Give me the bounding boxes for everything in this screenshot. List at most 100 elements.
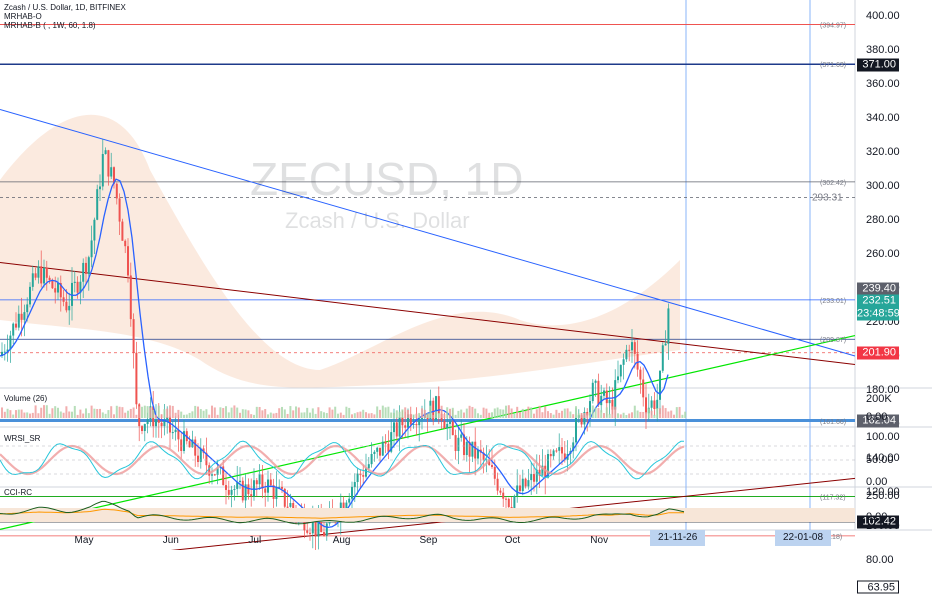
volume-bar bbox=[253, 414, 255, 418]
price-tick-label: 340.00 bbox=[866, 112, 900, 124]
time-badge-future: 22-01-08 bbox=[775, 530, 832, 546]
candle-body bbox=[43, 267, 45, 284]
candle-body bbox=[208, 465, 211, 476]
volume-bar bbox=[460, 409, 463, 418]
candle-body bbox=[367, 464, 370, 469]
time-tick-label: Jun bbox=[162, 535, 179, 546]
candle-body bbox=[216, 467, 219, 475]
chart-canvas[interactable]: (394.97) (371.63) (302.42) 293.31 (233.01) (2… bbox=[0, 0, 932, 550]
candle-body bbox=[258, 474, 261, 485]
candle-body bbox=[222, 466, 225, 486]
volume-bar bbox=[202, 410, 205, 418]
candle-body bbox=[499, 490, 502, 493]
volume-bar bbox=[437, 413, 440, 418]
volume-bar bbox=[516, 406, 519, 418]
candle-body bbox=[85, 262, 87, 274]
candle-body bbox=[236, 482, 239, 489]
candle-body bbox=[143, 424, 146, 432]
candle-body bbox=[421, 418, 423, 420]
level-label: (394.97) bbox=[820, 23, 846, 30]
candle-body bbox=[135, 352, 138, 405]
volume-bar bbox=[664, 408, 667, 418]
candle-body bbox=[48, 277, 51, 280]
candle-body bbox=[622, 359, 625, 365]
chart-title[interactable]: Zcash / U.S. Dollar, 1D, BITFINEX bbox=[4, 3, 126, 12]
candle-body bbox=[15, 323, 17, 328]
volume-bar bbox=[79, 409, 82, 418]
volume-bar bbox=[418, 412, 421, 418]
candle-body bbox=[661, 345, 664, 371]
volume-bar bbox=[589, 412, 591, 418]
candle-body bbox=[12, 323, 15, 336]
cci-panel-label[interactable]: CCI-RC bbox=[4, 488, 32, 497]
candle-body bbox=[407, 414, 409, 428]
candle-body bbox=[177, 429, 180, 440]
volume-bar bbox=[208, 414, 211, 418]
volume-bar bbox=[611, 406, 614, 418]
candle-body bbox=[241, 480, 244, 501]
level-label: (209.87) bbox=[820, 337, 846, 344]
candle-body bbox=[572, 442, 575, 452]
volume-bar bbox=[631, 412, 633, 418]
candle-body bbox=[314, 522, 317, 537]
candle-body bbox=[471, 441, 474, 457]
volume-bar bbox=[59, 411, 62, 418]
volume-bar bbox=[552, 414, 555, 418]
volume-bar bbox=[393, 412, 395, 418]
volume-panel-label[interactable]: Volume (26) bbox=[4, 394, 48, 403]
candle-body bbox=[507, 498, 510, 507]
candle-body bbox=[633, 342, 636, 354]
wrsi-panel-label[interactable]: WRSI_SR bbox=[4, 434, 41, 443]
candle-body bbox=[491, 465, 493, 467]
volume-bar bbox=[538, 405, 541, 418]
volume-bar bbox=[9, 410, 12, 418]
volume-bar bbox=[488, 412, 491, 418]
volume-bar bbox=[404, 407, 407, 418]
candle-body bbox=[278, 486, 281, 488]
volume-bar bbox=[297, 407, 300, 418]
watermark-name: Zcash / U.S. Dollar bbox=[285, 208, 470, 233]
volume-bar bbox=[163, 409, 166, 418]
volume-bar bbox=[247, 410, 250, 418]
candle-body bbox=[667, 308, 670, 344]
volume-bar bbox=[289, 406, 292, 418]
volume-bar bbox=[286, 413, 289, 418]
candle-body bbox=[519, 485, 521, 491]
candle-body bbox=[555, 450, 558, 452]
time-tick-label: May bbox=[74, 535, 94, 546]
candle-body bbox=[118, 198, 121, 222]
moving-average bbox=[0, 178, 669, 529]
volume-bar bbox=[169, 405, 171, 418]
candle-body bbox=[541, 465, 544, 476]
volume-bar bbox=[555, 409, 558, 418]
indicator-label-mrhab-o[interactable]: MRHAB-O bbox=[4, 12, 42, 21]
candle-body bbox=[516, 485, 519, 496]
volume-bar bbox=[440, 405, 443, 418]
candle-body bbox=[127, 246, 129, 276]
candle-body bbox=[460, 434, 463, 438]
candle-body bbox=[603, 390, 605, 396]
candle-body bbox=[255, 480, 258, 485]
candle-body bbox=[474, 441, 477, 459]
candle-body bbox=[535, 469, 538, 482]
candle-body bbox=[115, 183, 118, 199]
volume-bar bbox=[233, 405, 236, 418]
candle-body bbox=[631, 342, 633, 351]
volume-bar bbox=[647, 408, 650, 418]
candle-body bbox=[398, 417, 401, 437]
volume-bar bbox=[681, 414, 684, 418]
candle-body bbox=[639, 369, 642, 380]
level-label: (94.18) bbox=[820, 534, 842, 541]
candle-body bbox=[575, 417, 577, 443]
cci-tick-0: 0.00 bbox=[866, 511, 888, 523]
candle-body bbox=[451, 421, 454, 436]
volume-bar bbox=[121, 407, 124, 418]
candle-body bbox=[157, 419, 160, 423]
candle-body bbox=[230, 489, 233, 495]
candle-body bbox=[269, 479, 272, 486]
volume-bar bbox=[71, 411, 73, 418]
indicator-label-mrhab-b[interactable]: MRHAB-B ( , 1W, 60, 1.8) bbox=[4, 21, 96, 30]
volume-bar bbox=[407, 409, 409, 418]
volume-bar bbox=[426, 413, 429, 418]
